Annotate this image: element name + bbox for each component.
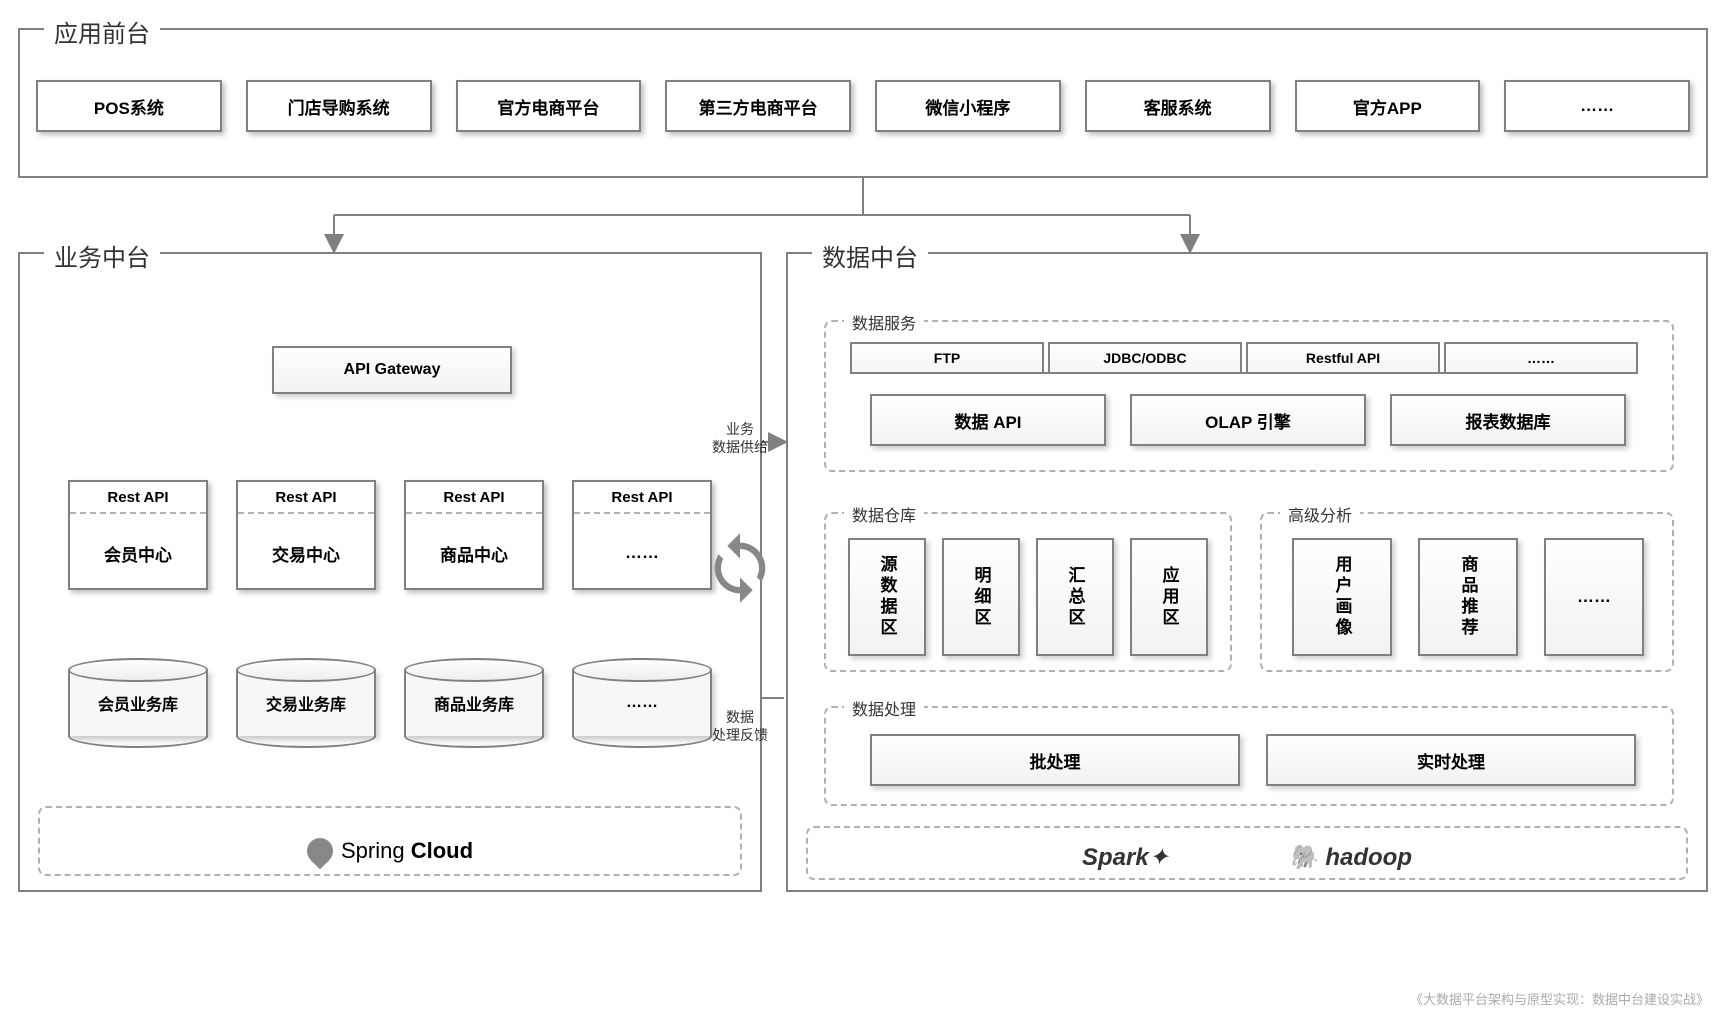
proc-stream: 实时处理 <box>1266 734 1636 786</box>
biz-title: 业务中台 <box>44 238 160 273</box>
tab-ftp: FTP <box>850 342 1044 372</box>
db-trade: 交易业务库 <box>236 658 376 748</box>
architecture-diagram: 应用前台 POS系统 门店导购系统 官方电商平台 第三方电商平台 微信小程序 客… <box>10 10 1717 1010</box>
adv-group: 高级分析 用户画像 商品推荐 …… <box>1260 512 1674 672</box>
frontend-row: POS系统 门店导购系统 官方电商平台 第三方电商平台 微信小程序 客服系统 官… <box>36 80 1690 132</box>
box-olap: OLAP 引擎 <box>1130 394 1366 446</box>
data-group: 数据中台 数据服务 FTP JDBC/ODBC Restful API …… 数… <box>786 252 1708 892</box>
svc-member-name: 会员中心 <box>70 514 206 592</box>
frontend-group: 应用前台 POS系统 门店导购系统 官方电商平台 第三方电商平台 微信小程序 客… <box>18 28 1708 178</box>
svc-trade: Rest API 交易中心 <box>236 480 376 590</box>
proc-group: 数据处理 批处理 实时处理 <box>824 706 1674 806</box>
spark-logo: Spark✦ <box>1082 843 1169 872</box>
biz-group: 业务中台 API Gateway Rest API 会员中心 Rest API … <box>18 252 762 892</box>
db-more: …… <box>572 658 712 748</box>
svc-more-name: …… <box>574 514 710 592</box>
data-svc-title: 数据服务 <box>844 310 924 334</box>
svc-more: Rest API …… <box>572 480 712 590</box>
leaf-icon <box>302 833 339 870</box>
fe-cs: 客服系统 <box>1085 80 1271 132</box>
fe-pos: POS系统 <box>36 80 222 132</box>
spring-cloud-logo: Spring Cloud <box>307 838 473 864</box>
dw-title: 数据仓库 <box>844 502 924 526</box>
tab-rest: Restful API <box>1246 342 1440 372</box>
adv-profile: 用户画像 <box>1292 538 1392 656</box>
fe-wx: 微信小程序 <box>875 80 1061 132</box>
lbl-data-to-biz: 数据 处理反馈 <box>700 708 780 744</box>
lbl-biz-to-data: 业务 数据供给 <box>700 420 780 456</box>
svc-product-name: 商品中心 <box>406 514 542 592</box>
data-title: 数据中台 <box>812 238 928 273</box>
hadoop-logo: 🐘 hadoop <box>1289 843 1412 872</box>
tab-jdbc: JDBC/ODBC <box>1048 342 1242 372</box>
data-svc-group: 数据服务 FTP JDBC/ODBC Restful API …… 数据 API… <box>824 320 1674 472</box>
svc-product: Rest API 商品中心 <box>404 480 544 590</box>
fe-app: 官方APP <box>1295 80 1481 132</box>
box-rptdb: 报表数据库 <box>1390 394 1626 446</box>
api-gateway: API Gateway <box>272 346 512 394</box>
adv-title: 高级分析 <box>1280 502 1360 526</box>
db-product: 商品业务库 <box>404 658 544 748</box>
dw-agg: 汇总区 <box>1036 538 1114 656</box>
box-data-api: 数据 API <box>870 394 1106 446</box>
dw-app: 应用区 <box>1130 538 1208 656</box>
dw-group: 数据仓库 源数据区 明细区 汇总区 应用区 <box>824 512 1232 672</box>
svc-more-api: Rest API <box>574 482 710 514</box>
fe-store: 门店导购系统 <box>246 80 432 132</box>
fe-ecom: 官方电商平台 <box>456 80 642 132</box>
svc-trade-name: 交易中心 <box>238 514 374 592</box>
svc-trade-api: Rest API <box>238 482 374 514</box>
sync-icon <box>702 530 778 611</box>
adv-more: …… <box>1544 538 1644 656</box>
fe-3rd-ecom: 第三方电商平台 <box>665 80 851 132</box>
svc-member: Rest API 会员中心 <box>68 480 208 590</box>
tab-more: …… <box>1444 342 1638 372</box>
svc-product-api: Rest API <box>406 482 542 514</box>
dw-src: 源数据区 <box>848 538 926 656</box>
proc-title: 数据处理 <box>844 696 924 720</box>
watermark: 《大数据平台架构与原型实现：数据中台建设实战》 <box>1410 989 1709 1008</box>
frontend-title: 应用前台 <box>44 14 160 49</box>
dw-dtl: 明细区 <box>942 538 1020 656</box>
proc-batch: 批处理 <box>870 734 1240 786</box>
svc-member-api: Rest API <box>70 482 206 514</box>
fe-more: …… <box>1504 80 1690 132</box>
db-member: 会员业务库 <box>68 658 208 748</box>
adv-reco: 商品推荐 <box>1418 538 1518 656</box>
